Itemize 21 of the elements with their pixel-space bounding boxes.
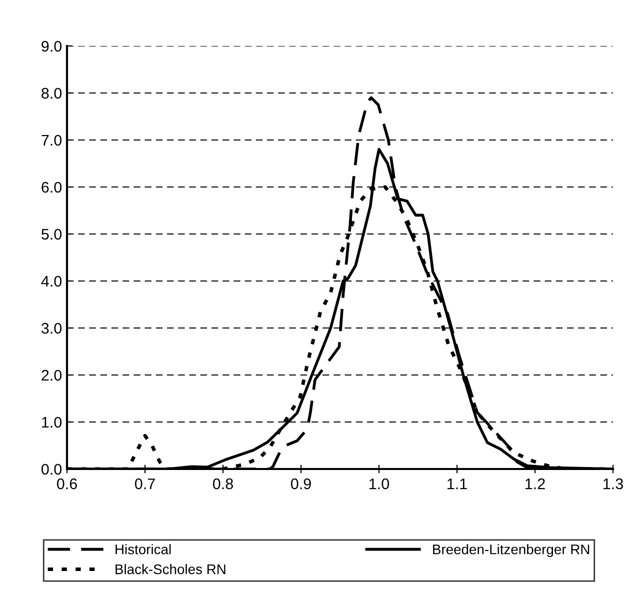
y-tick-label: 9.0: [42, 40, 62, 52]
x-tick-label: 0.8: [212, 478, 233, 490]
x-tick-label: 1.1: [448, 478, 467, 490]
y-tick-label: 0.0: [42, 464, 62, 475]
y-tick-label: 4.0: [41, 276, 62, 287]
y-tick-label: 5.0: [42, 228, 62, 240]
x-tick-label: 1.3: [604, 478, 623, 490]
y-tick-label: 8.0: [42, 88, 62, 99]
y-tick-label: 2.0: [42, 370, 62, 381]
legend-label: Black-Scholes RN: [116, 564, 226, 574]
x-tick-label: 0.7: [134, 478, 155, 490]
x-tick-label: 1.0: [370, 478, 390, 490]
legend-label: Breeden-Litzenberger RN: [433, 544, 590, 558]
x-tick-label: 0.6: [56, 478, 77, 490]
y-tick-label: 1.0: [42, 416, 62, 428]
x-tick-label: 1.2: [526, 478, 545, 490]
x-tick-label: 0.9: [290, 478, 311, 490]
legend-label: Historical: [116, 544, 171, 554]
y-tick-label: 7.0: [42, 134, 62, 146]
y-tick-label: 3.0: [41, 322, 62, 334]
y-tick-label: 6.0: [42, 182, 62, 193]
